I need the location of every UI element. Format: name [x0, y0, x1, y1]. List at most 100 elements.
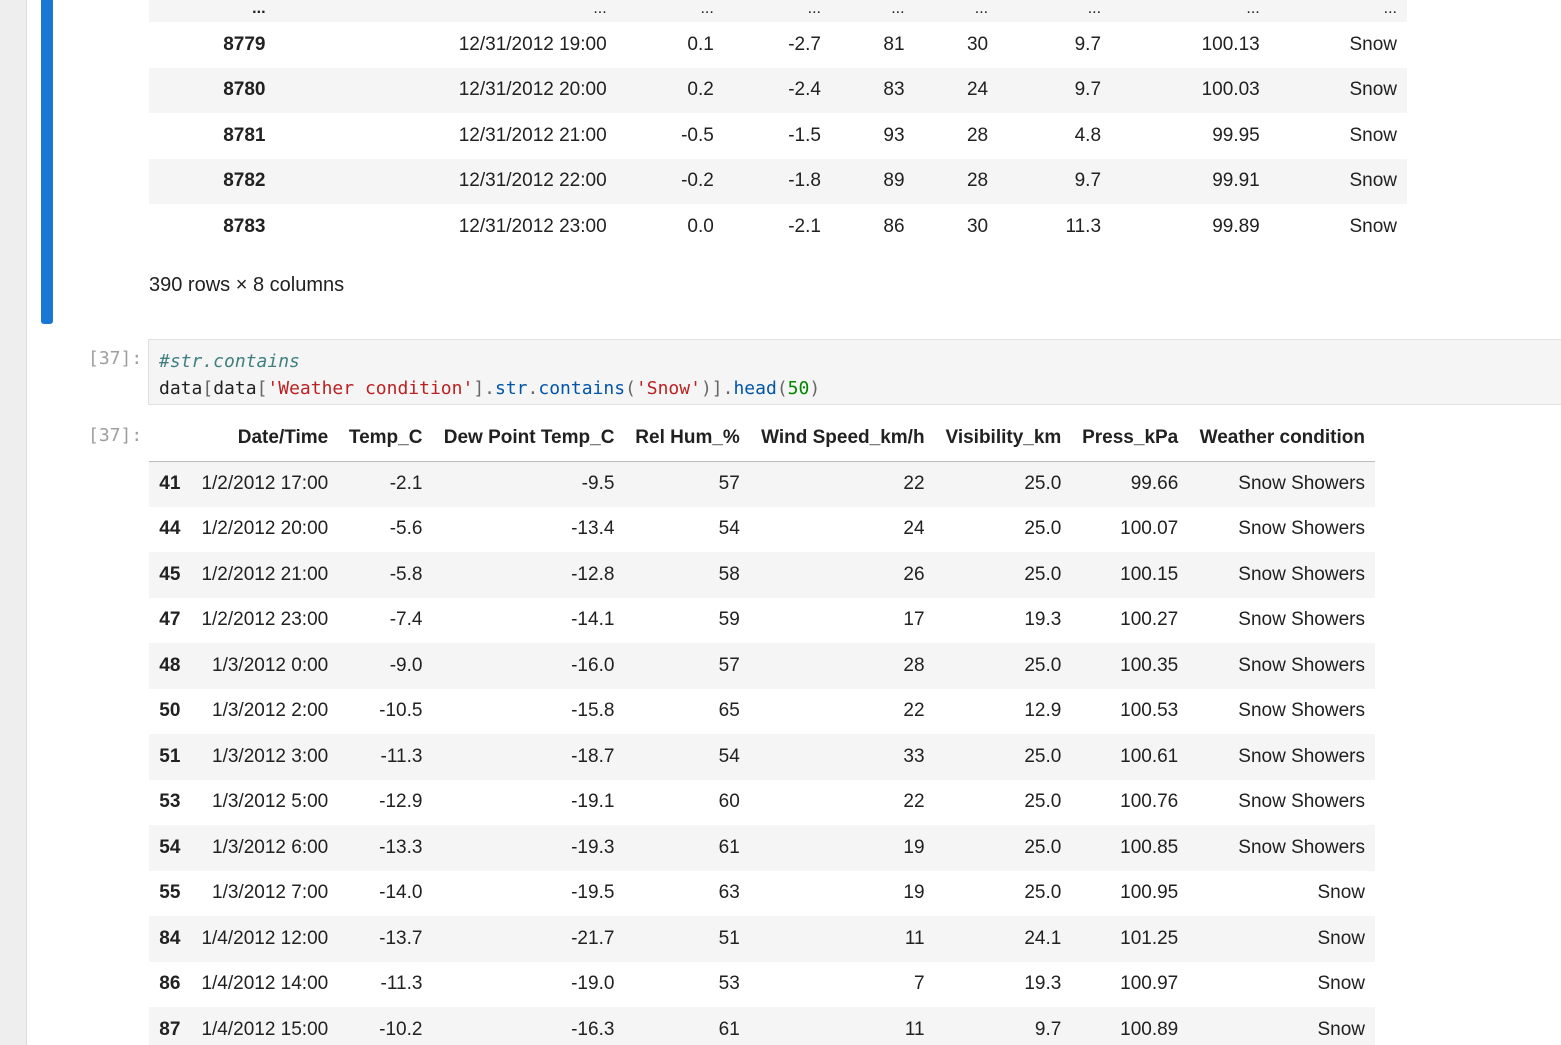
- pressure-cell: 100.97: [1120, 973, 1179, 995]
- row-index: 87: [159, 1018, 181, 1040]
- row-index: 86: [159, 973, 181, 995]
- wind-speed-cell: 30: [966, 33, 989, 55]
- pressure-cell: 100.07: [1120, 518, 1179, 540]
- code-token: str: [495, 378, 528, 399]
- rel-hum-cell: 63: [718, 882, 740, 904]
- code-token: data: [159, 378, 203, 399]
- weather-condition-cell: Snow Showers: [1238, 791, 1365, 813]
- datetime-cell: 1/2/2012 23:00: [201, 609, 329, 631]
- table-row: 53 1/3/2012 5:00 -12.9 -19.1 60 22 25.0 100.76 S…: [149, 779, 1375, 825]
- pressure-cell: 100.89: [1120, 1018, 1179, 1040]
- temp-cell: -5.8: [389, 563, 423, 585]
- row-index: 8782: [223, 170, 266, 192]
- code-token: contains: [538, 378, 626, 399]
- visibility-cell: 4.8: [1074, 124, 1102, 146]
- row-index: 48: [159, 654, 181, 676]
- table-row: 50 1/3/2012 2:00 -10.5 -15.8 65 22 12.9 100.53 S…: [149, 688, 1375, 734]
- weather-condition-cell: Snow: [1317, 1018, 1365, 1040]
- column-header: Wind Speed_km/h: [749, 416, 935, 462]
- temp-cell: -13.3: [379, 836, 423, 858]
- datetime-cell: 1/2/2012 17:00: [201, 473, 329, 494]
- table-row: 54 1/3/2012 6:00 -13.3 -19.3 61 19 25.0 100.85 S…: [149, 825, 1375, 871]
- visibility-cell: 25.0: [1024, 836, 1062, 858]
- row-index: 8780: [223, 79, 266, 101]
- dew-point-cell: -1.5: [788, 124, 821, 146]
- weather-condition-cell: Snow Showers: [1238, 700, 1365, 722]
- rel-hum-cell: 54: [718, 518, 740, 540]
- wind-speed-cell: 19: [903, 882, 925, 904]
- visibility-cell: 12.9: [1024, 700, 1062, 722]
- ellipsis-cell: ...: [974, 0, 989, 17]
- rel-hum-cell: 57: [718, 654, 740, 676]
- output-prompt: [37]:: [88, 425, 143, 446]
- datetime-cell: 12/31/2012 22:00: [458, 170, 607, 192]
- temp-cell: -10.5: [379, 700, 423, 722]
- temp-cell: -14.0: [379, 882, 423, 904]
- dew-point-cell: -1.8: [788, 170, 821, 192]
- temp-cell: -11.3: [380, 745, 423, 767]
- table-row: 8783 12/31/2012 23:00 0.0 -2.1 86 30 11.3 99.89…: [149, 204, 1407, 250]
- visibility-cell: 25.0: [1024, 654, 1062, 676]
- output-dataframe-table: Date/Time Temp_C Dew Point Temp_C Rel Hum_%…: [149, 416, 1375, 1045]
- rel-hum-cell: 81: [883, 33, 905, 55]
- datetime-cell: 12/31/2012 23:00: [458, 215, 607, 237]
- visibility-cell: 25.0: [1024, 518, 1062, 540]
- table-header-row: Date/Time Temp_C Dew Point Temp_C Rel Hum_%…: [149, 416, 1375, 462]
- temp-cell: -5.6: [389, 518, 423, 540]
- temp-cell: -13.7: [379, 927, 423, 949]
- weather-condition-cell: Snow Showers: [1238, 518, 1365, 540]
- visibility-cell: 24.1: [1024, 927, 1062, 949]
- table-row: 55 1/3/2012 7:00 -14.0 -19.5 63 19 25.0 100.95 S…: [149, 870, 1375, 916]
- table-shape-summary: 390 rows × 8 columns: [149, 274, 345, 296]
- datetime-cell: 1/3/2012 2:00: [212, 700, 329, 722]
- ellipsis-cell: ...: [700, 0, 714, 17]
- dew-point-cell: -9.5: [581, 473, 615, 494]
- visibility-cell: 19.3: [1024, 973, 1062, 995]
- ellipsis-cell: ...: [1383, 0, 1397, 17]
- dew-point-cell: -19.0: [571, 973, 615, 995]
- rel-hum-cell: 51: [718, 927, 740, 949]
- datetime-cell: 1/2/2012 21:00: [201, 563, 329, 585]
- row-index: 53: [159, 791, 181, 813]
- code-token: ].: [473, 378, 495, 399]
- dew-point-cell: -19.1: [571, 791, 615, 813]
- column-header: Press_kPa: [1071, 416, 1189, 462]
- table-row: 84 1/4/2012 12:00 -13.7 -21.7 51 11 24.1 101.25…: [149, 916, 1375, 962]
- code-token: .: [527, 378, 539, 399]
- rel-hum-cell: 61: [718, 836, 740, 858]
- column-header: Weather condition: [1188, 416, 1375, 462]
- active-cell-indicator[interactable]: [41, 0, 53, 324]
- dew-point-cell: -14.1: [571, 609, 615, 631]
- visibility-cell: 9.7: [1074, 79, 1102, 101]
- rel-hum-cell: 59: [718, 609, 740, 631]
- code-editor[interactable]: #str.contains data[data['Weather conditi…: [148, 339, 1561, 405]
- weather-condition-cell: Snow Showers: [1238, 609, 1365, 631]
- rel-hum-cell: 65: [718, 700, 740, 722]
- pressure-cell: 100.76: [1120, 791, 1179, 813]
- pressure-cell: 99.95: [1212, 124, 1260, 146]
- code-token: 'Weather condition': [267, 378, 474, 399]
- weather-condition-cell: Snow: [1349, 170, 1397, 192]
- code-token: [: [256, 378, 268, 399]
- datetime-cell: 12/31/2012 19:00: [458, 33, 607, 55]
- pressure-cell: 100.35: [1120, 654, 1179, 676]
- pressure-cell: 100.61: [1120, 745, 1179, 767]
- dew-point-cell: -13.4: [571, 518, 615, 540]
- weather-condition-cell: Snow: [1349, 79, 1397, 101]
- code-token: )].: [700, 378, 734, 399]
- temp-cell: -0.5: [681, 124, 714, 146]
- wind-speed-cell: 22: [903, 473, 925, 494]
- weather-condition-cell: Snow: [1349, 124, 1397, 146]
- temp-cell: 0.0: [687, 215, 714, 237]
- wind-speed-cell: 7: [913, 973, 925, 995]
- temp-cell: -11.3: [380, 973, 423, 995]
- code-token: 50: [787, 378, 810, 399]
- row-index: 8779: [223, 33, 266, 55]
- weather-condition-cell: Snow Showers: [1238, 473, 1365, 494]
- datetime-cell: 1/3/2012 3:00: [212, 745, 329, 767]
- visibility-cell: 9.7: [1074, 170, 1102, 192]
- ellipsis-row: ...........................: [149, 0, 1407, 22]
- pressure-cell: 100.15: [1120, 563, 1179, 585]
- column-header: Temp_C: [338, 416, 433, 462]
